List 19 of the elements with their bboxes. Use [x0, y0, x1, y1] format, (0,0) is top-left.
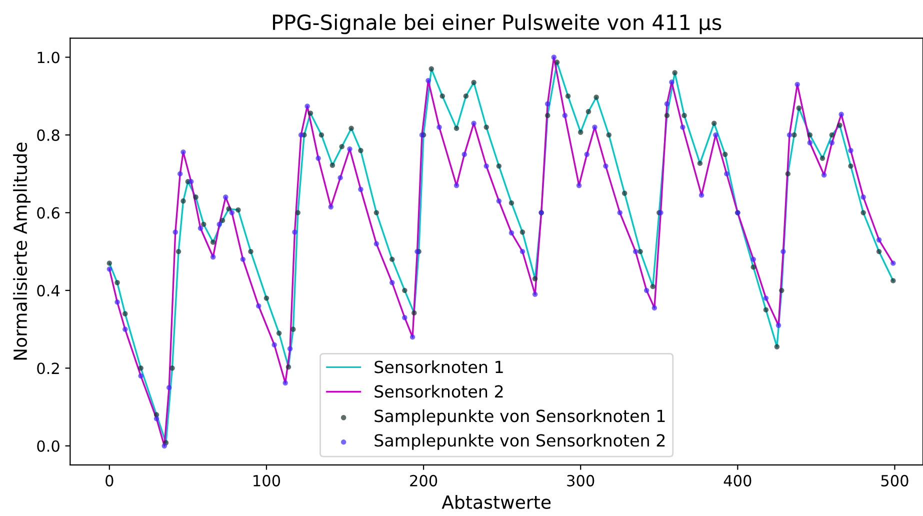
y-axis-title: Normalisierte Amplitude	[13, 142, 31, 360]
x-tick-label: 300	[567, 474, 594, 486]
x-tick-label: 100	[254, 474, 280, 486]
y-tick-label: 0.0	[37, 440, 60, 452]
y-tick-label: 1.0	[38, 52, 60, 64]
y-tick-label: 0.8	[37, 129, 60, 141]
x-tick-label: 500	[881, 474, 908, 486]
y-tick-label: 0.4	[37, 284, 60, 296]
legend-label: Sensorknoten 2	[374, 384, 503, 398]
x-tick-label: 0	[106, 474, 114, 486]
legend-label: Sensorknoten 1	[374, 360, 503, 374]
x-tick-label: 400	[724, 474, 752, 486]
y-tick-label: 0.2	[37, 362, 59, 374]
chart-title: PPG-Signale bei einer Pulsweite von 411 µs	[273, 14, 722, 34]
x-tick-label: 200	[410, 474, 438, 486]
x-axis-title: Abtastwerte	[442, 494, 551, 509]
legend-label: Samplepunkte von Sensorknoten 1	[374, 409, 665, 426]
legend-label: Samplepunkte von Sensorknoten 2	[374, 434, 665, 450]
y-tick-label: 0.6	[37, 207, 60, 219]
